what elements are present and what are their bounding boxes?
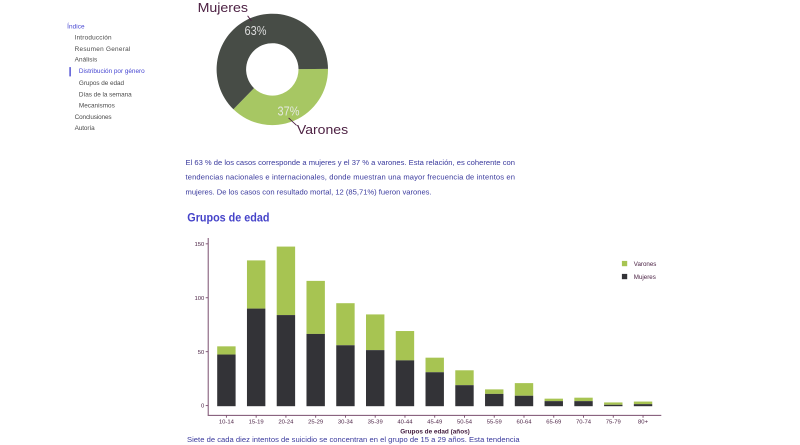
svg-text:Días de la semana: Días de la semana [79,92,132,99]
svg-text:50: 50 [198,350,205,356]
svg-text:75-79: 75-79 [606,420,621,426]
svg-text:Grupos de edad: Grupos de edad [79,80,125,87]
svg-text:Varones: Varones [297,123,348,137]
svg-text:63%: 63% [245,24,267,38]
svg-text:35-39: 35-39 [368,420,383,426]
svg-text:Siete de cada diez intentos de: Siete de cada diez intentos de suicidio … [187,435,520,444]
svg-text:45-49: 45-49 [427,420,442,426]
svg-text:65-69: 65-69 [546,420,561,426]
svg-text:Grupos de edad: Grupos de edad [187,212,269,225]
svg-text:100: 100 [194,296,205,302]
svg-text:40-44: 40-44 [397,420,413,426]
svg-text:55-59: 55-59 [487,420,502,426]
svg-text:Distribución por género: Distribución por género [79,68,145,75]
svg-text:37%: 37% [278,105,300,119]
svg-text:Resumen General: Resumen General [75,46,131,53]
svg-text:tendencias nacionales e intern: tendencias nacionales e internacionales,… [186,173,516,182]
svg-text:Introducción: Introducción [75,35,112,42]
svg-text:20-24: 20-24 [278,420,294,426]
svg-text:El 63 % de los casos correspon: El 63 % de los casos corresponde a mujer… [186,158,516,167]
svg-text:Mecanismos: Mecanismos [79,103,115,110]
svg-text:Índice: Índice [67,22,85,31]
svg-text:50-54: 50-54 [457,420,473,426]
svg-text:mujeres. De los casos con resu: mujeres. De los casos con resultado mort… [186,187,432,196]
svg-text:25-29: 25-29 [308,420,323,426]
svg-text:60-64: 60-64 [516,420,532,426]
svg-text:Análisis: Análisis [75,56,98,63]
svg-text:Mujeres: Mujeres [634,274,656,281]
svg-text:10-14: 10-14 [219,420,235,426]
svg-text:70-74: 70-74 [576,420,592,426]
svg-text:Grupos de edad (años): Grupos de edad (años) [400,429,470,436]
svg-text:80+: 80+ [638,420,649,426]
svg-text:Varones: Varones [634,261,657,268]
svg-text:15-19: 15-19 [249,420,264,426]
svg-text:150: 150 [194,242,205,248]
svg-text:Mujeres: Mujeres [198,1,248,15]
svg-text:30-34: 30-34 [338,420,354,426]
svg-text:0: 0 [201,404,205,410]
svg-text:Conclusiones: Conclusiones [75,114,112,121]
svg-text:Autoría: Autoría [75,125,96,132]
